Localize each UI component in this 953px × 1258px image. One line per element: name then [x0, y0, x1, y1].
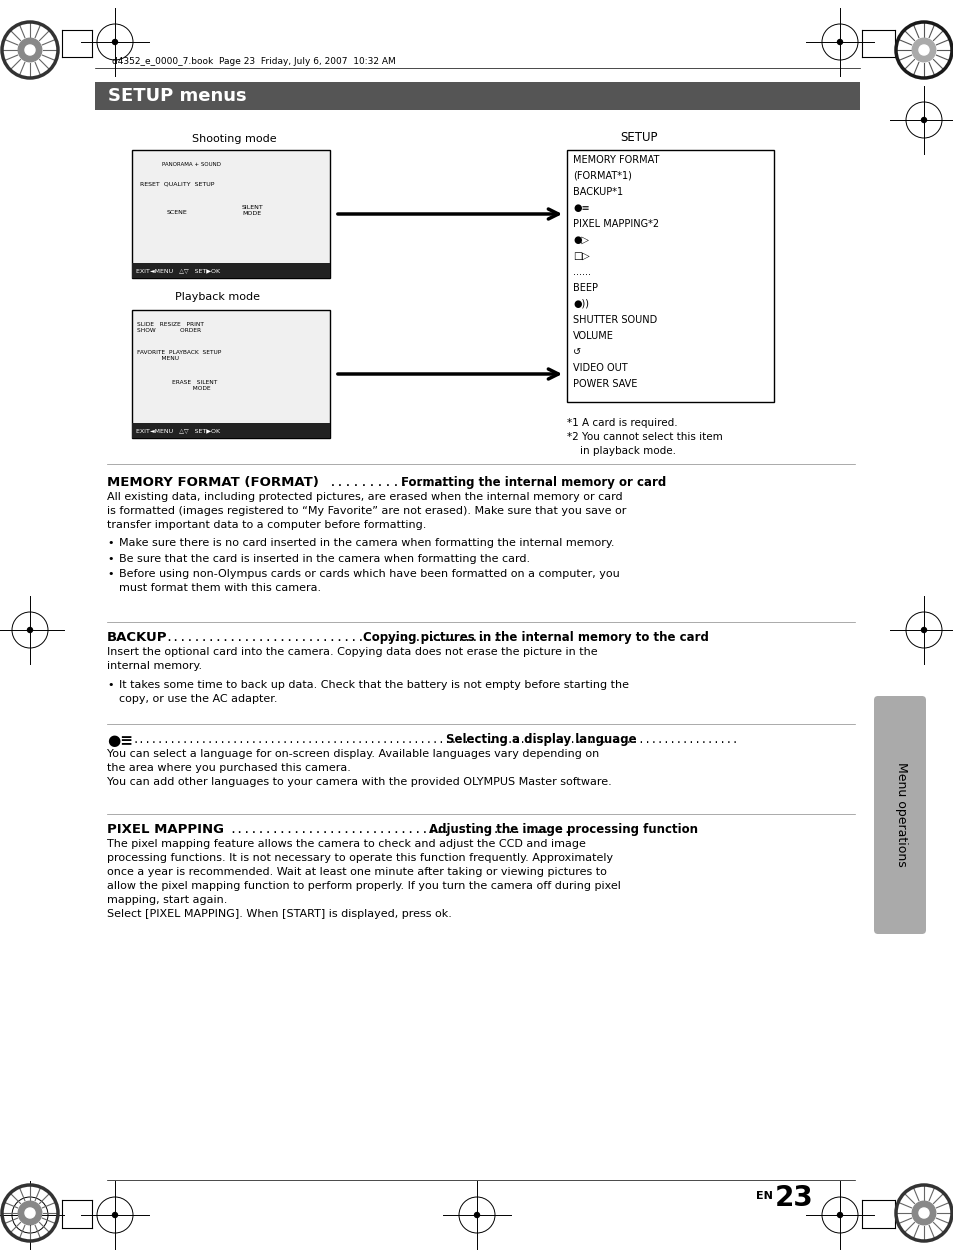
Text: ................................................: ........................................…: [165, 632, 506, 644]
Text: •: •: [107, 538, 113, 548]
Bar: [566, 150, 773, 403]
Text: SETUP: SETUP: [619, 131, 657, 143]
Text: PANORAMA + SOUND: PANORAMA + SOUND: [162, 162, 221, 167]
Text: PIXEL MAPPING: PIXEL MAPPING: [107, 823, 224, 837]
Text: Menu operations: Menu operations: [895, 761, 907, 867]
Text: SCENE: SCENE: [167, 210, 188, 215]
Text: Adjusting the image processing function: Adjusting the image processing function: [429, 823, 698, 837]
Text: ................................................: ........................................…: [229, 823, 571, 837]
Circle shape: [837, 1213, 841, 1218]
Circle shape: [18, 38, 42, 62]
Text: ↺: ↺: [573, 347, 580, 357]
Text: Before using non-Olympus cards or cards which have been formatted on a computer,: Before using non-Olympus cards or cards …: [119, 569, 619, 593]
Circle shape: [28, 1213, 32, 1218]
Text: in playback mode.: in playback mode.: [566, 447, 676, 455]
Bar: [132, 150, 330, 278]
Circle shape: [918, 1208, 928, 1218]
Text: VOLUME: VOLUME: [573, 331, 613, 341]
Text: •: •: [107, 681, 113, 689]
Text: Be sure that the card is inserted in the camera when formatting the card.: Be sure that the card is inserted in the…: [119, 554, 530, 564]
Text: Playback mode: Playback mode: [174, 292, 260, 302]
Text: ●≡: ●≡: [573, 203, 589, 213]
Circle shape: [18, 1201, 42, 1225]
Text: (FORMAT*1): (FORMAT*1): [573, 171, 631, 181]
Text: RESET  QUALITY  SETUP: RESET QUALITY SETUP: [140, 182, 214, 187]
Text: Make sure there is no card inserted in the camera when formatting the internal m: Make sure there is no card inserted in t…: [119, 538, 614, 548]
Text: ●)): ●)): [573, 299, 588, 309]
Bar: [95, 82, 859, 109]
Text: •: •: [107, 554, 113, 564]
Text: EXIT◄MENU   △▽   SET▶OK: EXIT◄MENU △▽ SET▶OK: [136, 429, 220, 434]
Text: ERASE   SILENT
           MODE: ERASE SILENT MODE: [172, 380, 217, 391]
Text: POWER SAVE: POWER SAVE: [573, 379, 637, 389]
Text: FAVORITE  PLAYBACK  SETUP
             MENU: FAVORITE PLAYBACK SETUP MENU: [137, 350, 221, 361]
Text: Copying pictures in the internal memory to the card: Copying pictures in the internal memory …: [363, 632, 708, 644]
Text: 23: 23: [774, 1184, 813, 1211]
Text: You can select a language for on-screen display. Available languages vary depend: You can select a language for on-screen …: [107, 749, 611, 788]
Text: .................: .................: [329, 476, 464, 489]
Text: ●≡: ●≡: [107, 733, 132, 749]
Text: SETUP menus: SETUP menus: [108, 87, 247, 104]
Circle shape: [918, 45, 928, 55]
Text: MEMORY FORMAT (FORMAT): MEMORY FORMAT (FORMAT): [107, 476, 323, 489]
Text: Shooting mode: Shooting mode: [192, 135, 276, 143]
Text: BACKUP*1: BACKUP*1: [573, 187, 622, 198]
Circle shape: [112, 39, 117, 44]
Text: Selecting a display language: Selecting a display language: [446, 733, 636, 746]
Text: PIXEL MAPPING*2: PIXEL MAPPING*2: [573, 219, 659, 229]
Text: EXIT◄MENU   △▽   SET▶OK: EXIT◄MENU △▽ SET▶OK: [136, 268, 220, 273]
Text: d4352_e_0000_7.book  Page 23  Friday, July 6, 2007  10:32 AM: d4352_e_0000_7.book Page 23 Friday, July…: [112, 58, 395, 67]
Text: Formatting the internal memory or card: Formatting the internal memory or card: [400, 476, 665, 489]
Circle shape: [921, 628, 925, 633]
Text: BACKUP: BACKUP: [107, 632, 168, 644]
Circle shape: [112, 1213, 117, 1218]
Text: ................................................................................: ........................................…: [132, 735, 739, 745]
Text: SHUTTER SOUND: SHUTTER SOUND: [573, 314, 657, 325]
Circle shape: [474, 1213, 479, 1218]
Text: *2 You cannot select this item: *2 You cannot select this item: [566, 431, 722, 442]
Circle shape: [837, 39, 841, 44]
Text: It takes some time to back up data. Check that the battery is not empty before s: It takes some time to back up data. Chec…: [119, 681, 628, 704]
Circle shape: [25, 1208, 35, 1218]
Text: SLIDE   RESIZE   PRINT
SHOW             ORDER: SLIDE RESIZE PRINT SHOW ORDER: [137, 322, 204, 333]
FancyBboxPatch shape: [873, 696, 925, 933]
Circle shape: [911, 1201, 935, 1225]
Text: Insert the optional card into the camera. Copying data does not erase the pictur: Insert the optional card into the camera…: [107, 647, 597, 671]
Bar: [132, 423, 330, 438]
Text: *1 A card is required.: *1 A card is required.: [566, 418, 677, 428]
Circle shape: [25, 45, 35, 55]
Bar: [132, 263, 330, 278]
Text: ●▷: ●▷: [573, 235, 588, 245]
Bar: [132, 309, 330, 438]
Text: EN: EN: [755, 1191, 772, 1201]
Text: SILENT
MODE: SILENT MODE: [242, 205, 263, 216]
Text: ......: ......: [573, 267, 590, 277]
Circle shape: [911, 38, 935, 62]
Circle shape: [28, 628, 32, 633]
Text: All existing data, including protected pictures, are erased when the internal me: All existing data, including protected p…: [107, 492, 626, 530]
Text: The pixel mapping feature allows the camera to check and adjust the CCD and imag: The pixel mapping feature allows the cam…: [107, 839, 620, 920]
Circle shape: [921, 117, 925, 122]
Text: VIDEO OUT: VIDEO OUT: [573, 364, 627, 374]
Text: •: •: [107, 569, 113, 579]
Text: BEEP: BEEP: [573, 283, 598, 293]
Text: □▷: □▷: [573, 252, 589, 260]
Text: MEMORY FORMAT: MEMORY FORMAT: [573, 155, 659, 165]
